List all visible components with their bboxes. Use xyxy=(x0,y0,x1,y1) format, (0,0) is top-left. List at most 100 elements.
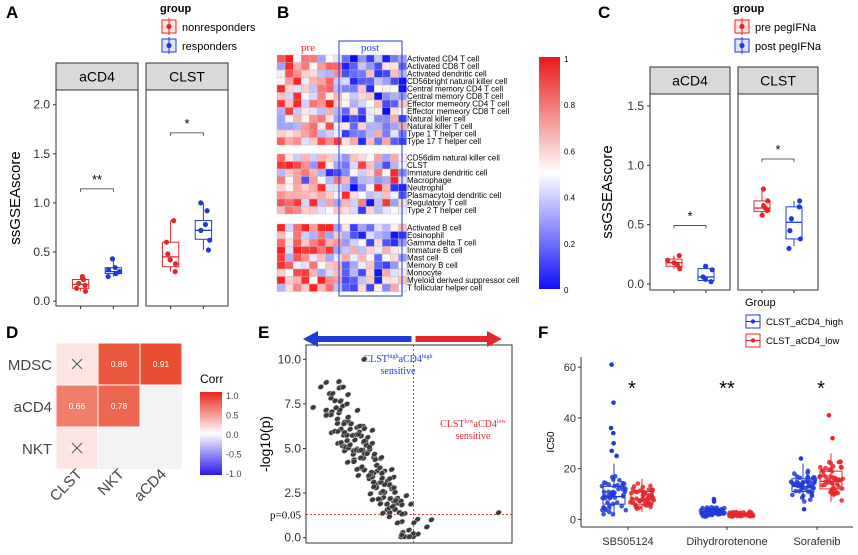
heatmap-cell xyxy=(284,261,294,270)
heatmap-cell xyxy=(301,62,310,71)
heatmap-cell xyxy=(309,176,318,185)
row-label: Neutrophil xyxy=(407,183,444,192)
heatmap-cell xyxy=(365,62,375,71)
drug-point xyxy=(398,532,405,538)
heatmap-cell xyxy=(341,153,351,162)
data-point xyxy=(600,495,605,501)
heatmap-cell xyxy=(309,107,318,116)
significance-label: * xyxy=(687,209,692,224)
data-point xyxy=(826,459,832,465)
drug-point xyxy=(406,533,413,540)
data-point xyxy=(198,227,204,233)
heatmap-cell xyxy=(349,253,359,262)
y-tick-label: 2.0 xyxy=(33,98,50,112)
heatmap-cell xyxy=(276,69,286,78)
data-point xyxy=(665,257,671,263)
outlier-point xyxy=(609,448,614,454)
heatmap-cell xyxy=(317,238,326,247)
heatmap-cell xyxy=(333,114,343,123)
heatmap-cell xyxy=(390,176,399,185)
data-point xyxy=(204,208,210,214)
heatmap-cell xyxy=(317,69,326,78)
heatmap-cell xyxy=(365,153,375,162)
heatmap-cell xyxy=(284,69,294,78)
panel-f: F Group CLST_aCD4_high CLST_aCD4_low IC50 0 20… xyxy=(538,297,853,548)
annotation-part: high xyxy=(422,354,433,360)
heatmap-cell xyxy=(317,129,326,138)
data-point xyxy=(831,485,836,490)
heatmap-cell xyxy=(390,161,399,170)
drug-point xyxy=(389,503,396,510)
heatmap-cell xyxy=(276,137,286,146)
heatmap-cell xyxy=(374,161,383,170)
row-label: Natural killer T cell xyxy=(407,122,473,131)
heatmap-cell xyxy=(390,54,399,63)
heatmap-cell xyxy=(309,246,318,255)
drug-point xyxy=(355,472,362,479)
heatmap-cell xyxy=(349,153,359,162)
heatmap-cell xyxy=(390,238,399,247)
heatmap-cell xyxy=(365,206,375,215)
y-tick-label: 0.0 xyxy=(284,531,301,545)
heatmap-cell xyxy=(398,231,407,240)
heatmap-cell xyxy=(317,246,326,255)
heatmap-cell xyxy=(333,122,343,131)
heatmap-cell xyxy=(382,231,391,240)
heatmap-cell xyxy=(309,99,318,108)
heatmap-cell xyxy=(293,54,302,63)
heatmap-cell xyxy=(333,231,343,240)
heatmap-cell xyxy=(309,153,318,162)
heatmap-cell xyxy=(325,206,334,215)
heatmap-cell xyxy=(398,77,407,86)
heatmap-cell xyxy=(301,283,310,292)
data-point xyxy=(165,251,171,257)
data-point xyxy=(829,489,835,495)
data-point xyxy=(163,239,170,245)
heatmap-cell xyxy=(398,69,407,78)
drug-point xyxy=(365,472,372,479)
drug-point xyxy=(381,481,388,488)
heatmap-cell xyxy=(293,62,302,71)
panel-letter: B xyxy=(277,3,289,22)
heatmap-cell xyxy=(365,92,375,101)
heatmap-cell xyxy=(301,69,310,78)
colorbar-tick-label: 0 xyxy=(564,286,569,295)
data-point xyxy=(614,500,620,505)
heatmap-cell xyxy=(398,153,407,162)
heatmap-cell xyxy=(398,206,407,215)
data-point xyxy=(823,465,828,471)
heatmap-cell xyxy=(382,183,391,192)
heatmap-cell xyxy=(374,238,383,247)
data-point xyxy=(708,279,714,285)
heatmap-cell xyxy=(341,183,351,192)
heatmap-cell xyxy=(357,161,367,170)
y-tick-label: 1.5 xyxy=(627,99,644,113)
heatmap-cell xyxy=(357,183,367,192)
data-point xyxy=(825,480,831,485)
heatmap-cell xyxy=(341,69,351,78)
heatmap-cell xyxy=(293,283,302,292)
heatmap-cell xyxy=(309,84,318,93)
data-point xyxy=(839,498,844,503)
heatmap-cell xyxy=(341,77,351,86)
heatmap-cell xyxy=(293,231,302,240)
heatmap-cell xyxy=(382,99,391,108)
heatmap-cell xyxy=(365,69,375,78)
heatmap-cell xyxy=(365,122,375,131)
heatmap-cell xyxy=(301,191,310,200)
heatmap-cell xyxy=(317,253,326,262)
row-label: Type 1 T helper cell xyxy=(407,129,477,138)
heatmap-cell xyxy=(333,283,343,292)
heatmap-cell xyxy=(301,176,310,185)
heatmap-cell xyxy=(317,54,326,63)
heatmap-cell xyxy=(341,198,351,207)
y-tick-label: 7.5 xyxy=(284,397,301,411)
heatmap-cell xyxy=(398,137,407,146)
legend-title: group xyxy=(160,3,191,15)
annotation-part: aCD4 xyxy=(474,419,497,430)
heatmap-cell xyxy=(293,238,302,247)
heatmap-cell xyxy=(390,168,399,177)
legend-label: nonresponders xyxy=(182,22,256,34)
data-point xyxy=(606,509,612,515)
facet-frame xyxy=(737,93,819,291)
